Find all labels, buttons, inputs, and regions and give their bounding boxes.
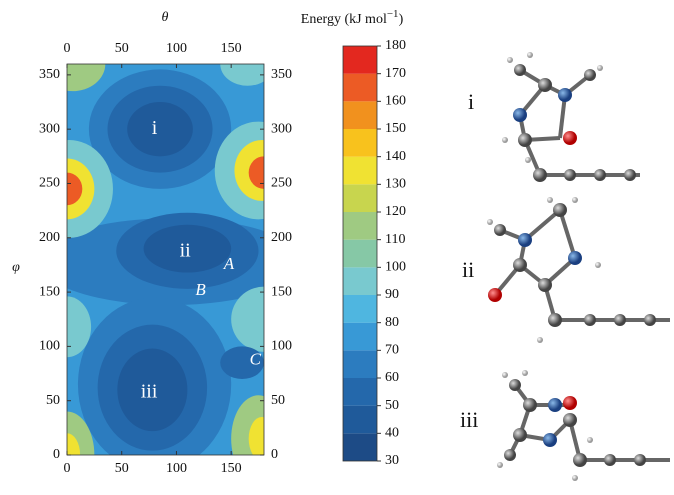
molecule-i [502, 52, 640, 182]
colorbar-tick-label: 70 [385, 343, 399, 358]
colorbar-level [343, 350, 377, 378]
colorbar-level [343, 323, 377, 351]
colorbar-level [343, 433, 377, 461]
figure: θ φ Energy (kJ mol−1) i ii iii iiiiiiABC… [0, 0, 674, 495]
colorbar-level [343, 212, 377, 240]
colorbar-level [343, 406, 377, 434]
annotation: ii [180, 239, 192, 261]
colorbar-tick-label: 180 [385, 38, 406, 53]
colorbar-tick-label: 90 [385, 287, 399, 302]
colorbar-title: Energy (kJ mol−1) [301, 8, 404, 28]
annotation: C [250, 349, 262, 368]
colorbar-level [343, 267, 377, 295]
colorbar-level [343, 240, 377, 268]
structure-label: ii [462, 257, 474, 282]
annotation: i [152, 117, 158, 139]
x-tick-label-top: 50 [115, 41, 129, 56]
y-tick-label-left: 250 [39, 176, 60, 191]
y-tick-label-left: 50 [46, 393, 60, 408]
y-tick-label-right: 350 [271, 67, 292, 82]
y-tick-label-left: 150 [39, 284, 60, 299]
colorbar-tick-label: 40 [385, 426, 399, 441]
colorbar-level [343, 184, 377, 212]
y-tick-label-left: 100 [39, 339, 60, 354]
colorbar-tick-label: 170 [385, 66, 406, 81]
colorbar-title-sup: −1 [387, 8, 399, 20]
y-tick-label-right: 100 [271, 339, 292, 354]
colorbar-tick-label: 160 [385, 94, 406, 109]
colorbar-level [343, 129, 377, 157]
molecule-iii [497, 370, 670, 481]
colorbar-tick-label: 120 [385, 204, 406, 219]
colorbar-tick-label: 130 [385, 177, 406, 192]
x-tick-label-bottom: 50 [115, 461, 129, 476]
y-tick-label-right: 50 [271, 393, 285, 408]
annotation: A [223, 254, 235, 273]
structure-label: iii [460, 407, 478, 432]
x-tick-label-bottom: 0 [64, 461, 71, 476]
colorbar-level [343, 74, 377, 102]
structure-label: i [468, 89, 474, 114]
colorbar-tick-label: 30 [385, 453, 399, 468]
colorbar-tick-label: 100 [385, 260, 406, 275]
y-tick-label-right: 200 [271, 230, 292, 245]
y-tick-label-left: 200 [39, 230, 60, 245]
y-tick-label-left: 300 [39, 121, 60, 136]
colorbar-tick-label: 110 [385, 232, 405, 247]
x-tick-label-bottom: 100 [166, 461, 187, 476]
colorbar-tick-label: 140 [385, 149, 406, 164]
colorbar-level [343, 378, 377, 406]
annotation: B [195, 280, 206, 299]
y-tick-label-right: 150 [271, 284, 292, 299]
x-axis-title: θ [162, 10, 169, 25]
colorbar-level [343, 101, 377, 129]
x-tick-label-top: 100 [166, 41, 187, 56]
page: θ φ Energy (kJ mol−1) i ii iii iiiiiiABC… [0, 0, 674, 495]
colorbar-level [343, 157, 377, 185]
colorbar-title-close: ) [399, 12, 404, 27]
y-tick-label-left: 0 [53, 447, 60, 462]
y-tick-label-right: 250 [271, 176, 292, 191]
x-tick-label-top: 0 [64, 41, 71, 56]
colorbar-level [343, 46, 377, 74]
x-tick-label-top: 150 [221, 41, 242, 56]
colorbar-level [343, 295, 377, 323]
y-tick-label-right: 0 [271, 447, 278, 462]
y-tick-label-left: 350 [39, 67, 60, 82]
colorbar-tick-label: 50 [385, 398, 399, 413]
y-axis-title: φ [12, 260, 20, 275]
x-tick-label-bottom: 150 [221, 461, 242, 476]
colorbar-tick-label: 80 [385, 315, 399, 330]
colorbar-title-main: Energy (kJ mol [301, 12, 387, 27]
y-tick-label-right: 300 [271, 121, 292, 136]
colorbar-tick-label: 60 [385, 370, 399, 385]
annotation: iii [141, 381, 158, 403]
colorbar-tick-label: 150 [385, 121, 406, 136]
contour-region [127, 102, 193, 156]
molecule-ii [487, 197, 670, 343]
